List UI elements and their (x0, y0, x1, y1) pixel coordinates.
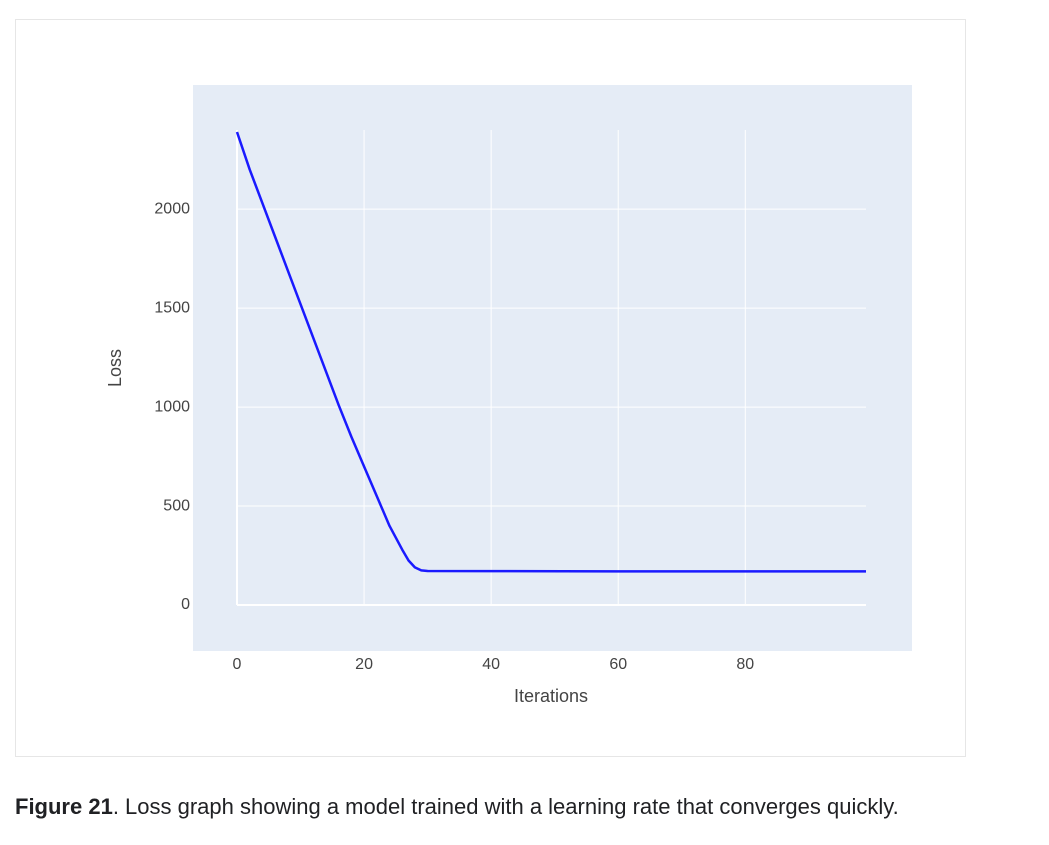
caption-label: Figure 21 (15, 794, 113, 819)
y-tick-label: 1500 (154, 299, 190, 316)
x-tick-label: 0 (233, 656, 242, 673)
x-tick-label: 60 (609, 656, 627, 673)
caption-text: . Loss graph showing a model trained wit… (112, 794, 899, 819)
x-tick-label: 40 (482, 656, 500, 673)
x-tick-label: 80 (736, 656, 754, 673)
y-axis-title: Loss (105, 349, 125, 387)
x-tick-label: 20 (355, 656, 373, 673)
x-axis-title: Iterations (514, 686, 588, 706)
figure-frame (15, 19, 966, 757)
y-tick-label: 1000 (154, 398, 190, 415)
plot-background (193, 85, 912, 651)
chart: Iterations Loss 0 20 40 60 80 0 500 1000 1500 200… (105, 85, 912, 706)
caption: Figure 21. Loss graph showing a model tr… (15, 794, 899, 820)
y-tick-label: 0 (181, 596, 190, 613)
y-tick-label: 500 (163, 497, 190, 514)
y-tick-label: 2000 (154, 200, 190, 217)
loss-line (235, 131, 866, 573)
